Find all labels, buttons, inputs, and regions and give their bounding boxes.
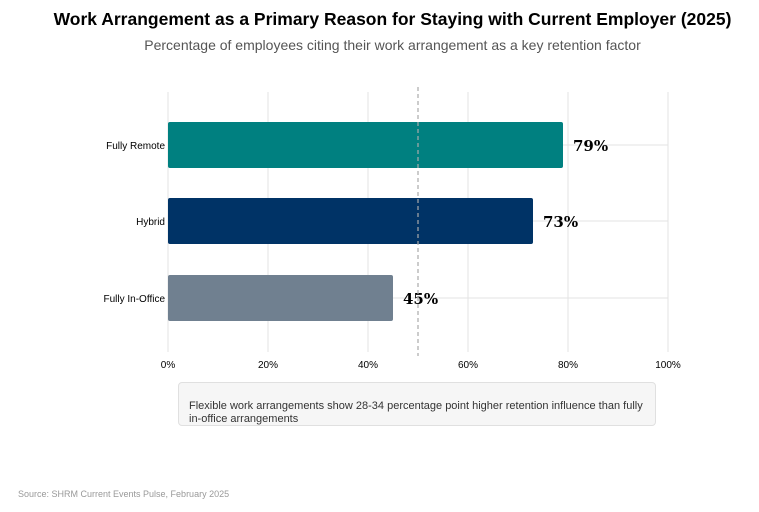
- x-tick-label: 40%: [358, 360, 378, 371]
- x-tick-label: 100%: [655, 360, 681, 371]
- chart-subtitle: Percentage of employees citing their wor…: [144, 37, 641, 53]
- annotation-box: Flexible work arrangements show 28-34 pe…: [178, 382, 656, 426]
- bar: [168, 198, 533, 244]
- category-label: Hybrid: [136, 217, 165, 228]
- value-label: 45%: [403, 290, 438, 308]
- value-label: 79%: [573, 137, 608, 155]
- x-tick-label: 60%: [458, 360, 478, 371]
- value-label: 73%: [543, 213, 578, 231]
- x-tick-label: 20%: [258, 360, 278, 371]
- source-note: Source: SHRM Current Events Pulse, Febru…: [18, 489, 230, 499]
- bar: [168, 122, 563, 168]
- category-label: Fully Remote: [106, 141, 165, 152]
- x-tick-label: 0%: [161, 360, 176, 371]
- category-label: Fully In-Office: [104, 294, 166, 305]
- bar: [168, 275, 393, 321]
- x-tick-label: 80%: [558, 360, 578, 371]
- chart-title: Work Arrangement as a Primary Reason for…: [53, 9, 732, 29]
